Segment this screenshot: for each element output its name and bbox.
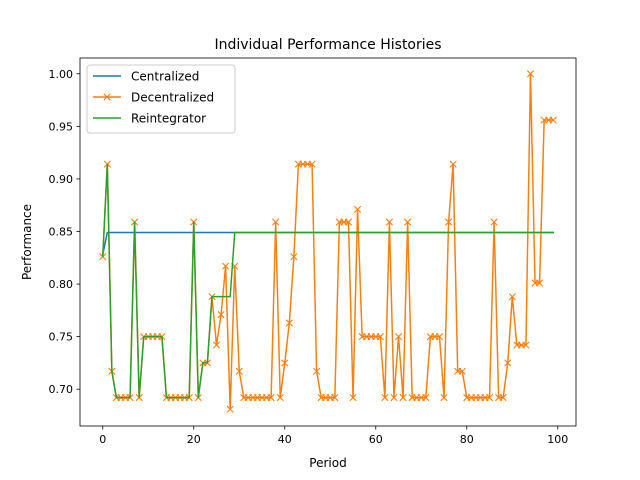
x-tick-label: 20 [187, 433, 201, 446]
data-point-decentralized [308, 160, 316, 168]
chart-title: Individual Performance Histories [214, 37, 441, 53]
legend: Centralized Decentralized Reintegrator [86, 64, 236, 134]
data-point-decentralized [235, 367, 243, 375]
data-point-decentralized [404, 218, 412, 226]
data-point-decentralized [485, 394, 494, 402]
plot-series [99, 70, 557, 413]
legend-label-centralized: Centralized [131, 70, 199, 84]
y-axis-label: Performance [20, 204, 34, 280]
data-point-decentralized [267, 394, 275, 402]
data-point-decentralized [385, 218, 394, 226]
data-point-decentralized [285, 319, 293, 327]
data-point-decentralized [458, 367, 466, 375]
data-point-decentralized [549, 116, 557, 124]
data-point-decentralized [526, 70, 535, 78]
x-tick-label: 40 [278, 433, 292, 446]
data-point-decentralized [290, 253, 298, 261]
x-axis-label: Period [309, 456, 346, 470]
data-point-decentralized [217, 310, 225, 319]
legend-label-reintegrator: Reintegrator [131, 112, 206, 126]
data-point-decentralized [226, 405, 234, 413]
data-point-decentralized [331, 394, 339, 402]
plot-frame [79, 57, 577, 427]
y-tick-label: 0.75 [49, 331, 74, 344]
y-tick-label: 0.80 [49, 278, 74, 291]
data-point-decentralized [394, 333, 403, 341]
y-tick-label: 0.85 [49, 225, 74, 238]
data-point-decentralized [281, 359, 289, 367]
data-point-decentralized [349, 394, 357, 402]
data-point-decentralized [504, 359, 512, 367]
x-tick-label: 80 [460, 433, 474, 446]
data-point-decentralized [276, 394, 284, 402]
data-point-decentralized [444, 218, 453, 226]
data-point-decentralized [508, 293, 516, 301]
x-axis: 0 20 40 60 80 100 [99, 426, 568, 446]
legend-marker-decentralized [103, 93, 111, 101]
data-point-decentralized [376, 333, 384, 341]
data-point-decentralized [435, 333, 444, 341]
y-axis: 0.70 0.75 0.80 0.85 0.90 0.95 1.00 [49, 68, 80, 396]
data-point-decentralized [536, 279, 544, 287]
y-tick-label: 0.70 [49, 383, 74, 396]
y-tick-label: 0.90 [49, 173, 74, 186]
data-point-decentralized [490, 218, 498, 226]
data-point-decentralized [313, 367, 321, 375]
data-point-decentralized [399, 394, 407, 402]
data-point-decentralized [222, 262, 230, 270]
data-point-decentralized [422, 394, 430, 402]
x-tick-label: 60 [369, 433, 383, 446]
legend-box [86, 64, 236, 134]
data-point-decentralized [353, 205, 362, 213]
data-point-decentralized [522, 341, 530, 349]
data-point-decentralized [449, 160, 457, 168]
y-tick-label: 1.00 [49, 68, 74, 81]
x-tick-label: 100 [547, 433, 568, 446]
data-point-decentralized [499, 394, 507, 402]
x-tick-label: 0 [99, 433, 106, 446]
data-point-decentralized [272, 218, 280, 226]
data-point-decentralized [390, 394, 398, 402]
data-point-decentralized [344, 218, 353, 226]
data-point-decentralized [440, 394, 448, 402]
y-tick-label: 0.95 [49, 120, 74, 133]
data-point-decentralized [212, 341, 221, 349]
legend-label-decentralized: Decentralized [131, 91, 214, 105]
data-point-decentralized [381, 394, 389, 402]
series-line-reintegrator [101, 163, 554, 399]
